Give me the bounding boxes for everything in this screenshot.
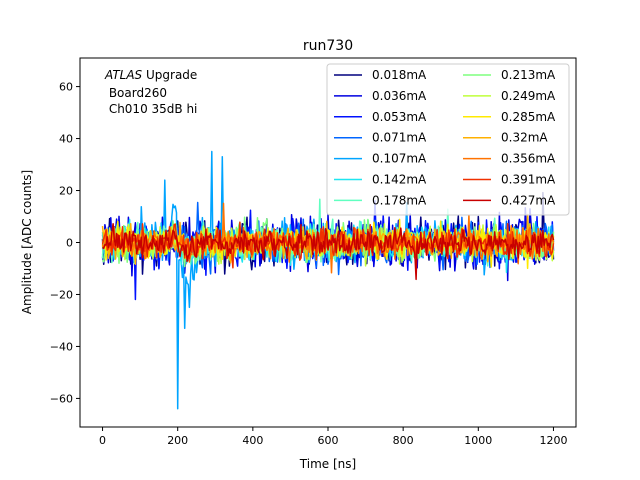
y-tick-label: −40 [50, 340, 73, 353]
y-axis: −60 −40 −20 0 20 40 60 [50, 81, 80, 405]
annotation-line-3: Ch010 35dB hi [105, 102, 197, 116]
legend-label: 0.053mA [372, 110, 427, 124]
x-axis: 0 200 400 600 800 1000 1200 [99, 427, 567, 447]
legend-label: 0.107mA [372, 152, 427, 166]
legend-label: 0.142mA [372, 173, 427, 187]
x-tick-label: 600 [318, 434, 339, 447]
legend: 0.018mA 0.036mA 0.053mA 0.071mA 0.107mA 0.142… [326, 63, 570, 216]
legend-label: 0.018mA [372, 68, 427, 82]
x-tick-label: 1000 [464, 434, 492, 447]
legend-label: 0.285mA [501, 110, 556, 124]
annotation-line-2: Board260 [105, 86, 167, 100]
series-layer [101, 150, 555, 410]
legend-label: 0.213mA [501, 68, 556, 82]
annotation-upgrade: Upgrade [142, 68, 197, 82]
x-tick-label: 1200 [539, 434, 567, 447]
y-tick-label: 60 [59, 81, 73, 94]
y-axis-label: Amplitude [ADC counts] [20, 170, 34, 314]
y-tick-label: 0 [66, 237, 73, 250]
legend-label: 0.071mA [372, 131, 427, 145]
annotation-line-1: ATLAS Upgrade [104, 68, 197, 82]
chart-title: run730 [303, 38, 353, 54]
series-line [102, 222, 555, 281]
legend-label: 0.356mA [501, 152, 556, 166]
annotation-atlas: ATLAS [104, 68, 143, 82]
y-tick-label: −20 [50, 288, 73, 301]
legend-frame [326, 63, 570, 216]
atlas-annotation: ATLAS Upgrade Board260 Ch010 35dB hi [104, 68, 197, 116]
x-tick-label: 400 [242, 434, 263, 447]
legend-label: 0.32mA [501, 131, 548, 145]
x-axis-label: Time [ns] [299, 457, 356, 471]
x-tick-label: 0 [99, 434, 106, 447]
x-tick-label: 800 [393, 434, 414, 447]
legend-label: 0.427mA [501, 193, 556, 207]
legend-label: 0.178mA [372, 193, 427, 207]
legend-label: 0.036mA [372, 89, 427, 103]
y-tick-label: 40 [59, 133, 73, 146]
y-tick-label: 20 [59, 185, 73, 198]
legend-label: 0.391mA [501, 173, 556, 187]
x-tick-label: 200 [167, 434, 188, 447]
y-tick-label: −60 [50, 392, 73, 405]
legend-label: 0.249mA [501, 89, 556, 103]
